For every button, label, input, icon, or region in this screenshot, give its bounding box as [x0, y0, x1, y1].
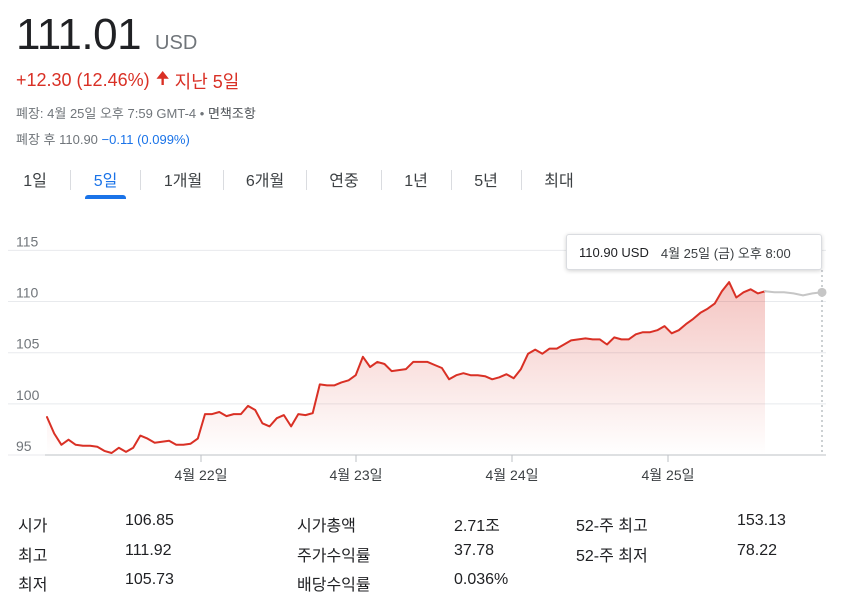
after-hours-info: 폐장 후 110.90 −0.11 (0.099%) [16, 129, 190, 148]
y-tick-label: 115 [16, 233, 39, 249]
current-price: 111.01 [16, 10, 142, 59]
stat-pe-ratio-value: 37.78 [454, 542, 495, 559]
stat-high-label: 최고 [18, 548, 48, 565]
y-tick-label: 100 [16, 387, 40, 403]
x-tick-label: 4월 23일 [329, 467, 382, 483]
after-hours-change: −0.11 (0.099%) [101, 132, 190, 147]
stat-52w-low-value: 78.22 [737, 542, 778, 559]
tooltip-time: 4월 25일 (금) 오후 8:00 [660, 245, 791, 261]
tab-divider [70, 170, 71, 190]
stat-52w-low-label: 52-주 최저 [576, 548, 648, 565]
price-chart[interactable]: 115 110 105 100 95 4월 22일 4월 23일 4월 24일 4월 25일 [0, 222, 858, 492]
stat-market-cap-value: 2.71조 [454, 518, 500, 535]
range-tabs: 1일 5일 1개월 6개월 연중 1년 5년 최대 [0, 160, 640, 200]
tab-divider [306, 170, 307, 190]
after-hours-price: 폐장 후 110.90 [16, 132, 98, 147]
tab-ytd[interactable]: 연중 [329, 172, 359, 190]
tab-max[interactable]: 최대 [544, 172, 574, 190]
change-period: 지난 5일 [174, 71, 240, 92]
market-status: 폐장: 4월 25일 오후 7:59 GMT-4 • 면책조항 [16, 103, 256, 122]
stat-high-value: 111.92 [125, 542, 172, 559]
hover-cursor-point [817, 287, 827, 297]
after-hours-series-line [764, 290, 823, 297]
disclaimer-link[interactable]: 면책조항 [207, 106, 256, 121]
stat-low-value: 105.73 [125, 571, 174, 588]
tab-divider [521, 170, 522, 190]
chart-tooltip: 110.90 USD 4월 25일 (금) 오후 8:00 [566, 234, 822, 270]
tab-5d[interactable]: 5일 [85, 160, 126, 199]
price-area-fill [47, 282, 765, 455]
stat-dividend-yield-label: 배당수익률 [297, 577, 371, 594]
close-status-text: 폐장: 4월 25일 오후 7:59 GMT-4 • [16, 106, 205, 121]
tab-5y[interactable]: 5년 [474, 172, 498, 190]
price-series-line [46, 281, 766, 454]
price-change-row: +12.30 (12.46%) 🠉 지난 5일 [16, 66, 239, 95]
x-tick-label: 4월 22일 [174, 467, 227, 483]
tab-divider [223, 170, 224, 190]
arrow-up-icon: 🠉 [155, 69, 170, 88]
tab-divider [381, 170, 382, 190]
stat-open-value: 106.85 [125, 512, 174, 529]
stat-open-label: 시가 [18, 518, 48, 535]
y-tick-label: 95 [16, 438, 32, 454]
currency-label: USD [155, 32, 198, 54]
y-tick-label: 110 [16, 285, 39, 301]
price-change: +12.30 (12.46%) [16, 70, 150, 90]
x-axis: 4월 22일 4월 23일 4월 24일 4월 25일 [174, 455, 695, 483]
stat-52w-high-value: 153.13 [737, 512, 786, 529]
tab-1m[interactable]: 1개월 [163, 172, 203, 190]
tab-divider [140, 170, 141, 190]
stat-pe-ratio-label: 주가수익률 [297, 548, 371, 565]
tab-6m[interactable]: 6개월 [245, 172, 285, 190]
y-tick-label: 105 [16, 336, 40, 352]
price-header: 111.01 USD [16, 10, 197, 60]
stat-market-cap-label: 시가총액 [297, 518, 356, 535]
stat-52w-high-label: 52-주 최고 [576, 518, 648, 535]
x-tick-label: 4월 25일 [641, 467, 694, 483]
tab-1d[interactable]: 1일 [23, 172, 47, 190]
stat-low-label: 최저 [18, 577, 48, 594]
tab-divider [451, 170, 452, 190]
stat-dividend-yield-value: 0.036% [454, 571, 509, 588]
y-axis: 115 110 105 100 95 [16, 233, 40, 454]
tab-1y[interactable]: 1년 [404, 172, 428, 190]
x-tick-label: 4월 24일 [485, 467, 538, 483]
tooltip-price: 110.90 USD [579, 244, 649, 260]
